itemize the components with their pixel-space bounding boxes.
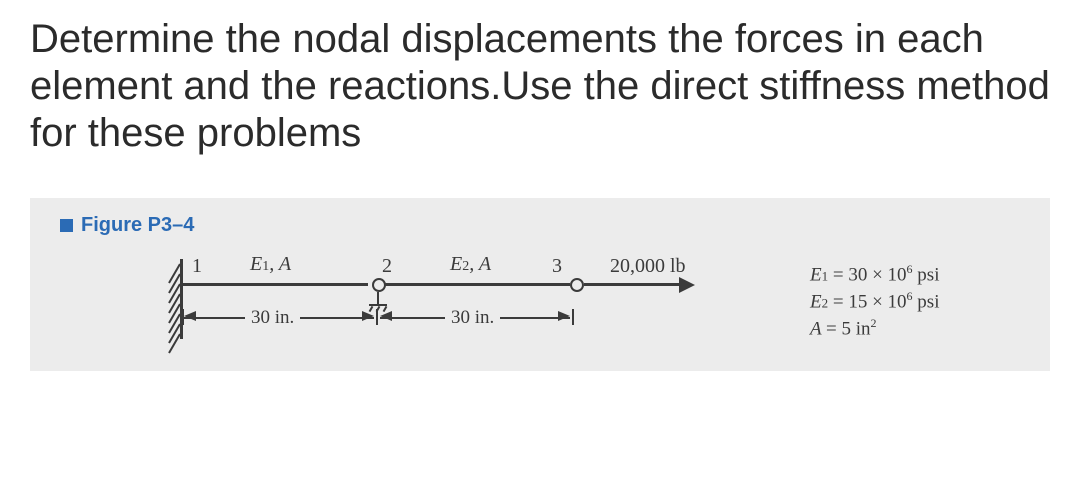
dim-arrow-left-icon [380, 311, 392, 321]
figure-band: Figure P3–4 1 2 [30, 198, 1050, 371]
node-2-label: 2 [382, 255, 392, 278]
material-properties: E1 = 30 × 106 psi E2 = 15 × 106 psi A = … [810, 261, 939, 342]
figure-label: Figure P3–4 [60, 214, 1050, 237]
node-2-icon [372, 278, 386, 292]
figure-label-marker [60, 219, 73, 232]
fixed-support-icon [170, 259, 183, 339]
dim-tick [572, 309, 574, 325]
dim-tick [376, 309, 378, 325]
figure-label-text: Figure P3–4 [81, 214, 194, 237]
element-2-length: 30 in. [445, 307, 500, 329]
element-1-length: 30 in. [245, 307, 300, 329]
load-arrow-shaft [584, 283, 679, 286]
prop-E2: E2 = 15 × 106 psi [810, 288, 939, 315]
dim-arrow-right-icon [558, 311, 570, 321]
element-1-label: E1, A [250, 253, 291, 276]
dim-arrow-right-icon [362, 311, 374, 321]
element-2-label: E2, A [450, 253, 491, 276]
diagram: 1 2 3 E1, A E2, A [170, 259, 1070, 351]
roller-support-icon [369, 292, 387, 310]
prop-E1: E1 = 30 × 106 psi [810, 261, 939, 288]
node-3-icon [570, 278, 584, 292]
load-arrow-head-icon [679, 277, 695, 293]
problem-statement: Determine the nodal displacements the fo… [30, 16, 1050, 158]
element-2-bar [384, 283, 570, 286]
load-value: 20,000 lb [610, 255, 686, 278]
element-1-bar [182, 283, 368, 286]
dim-arrow-left-icon [184, 311, 196, 321]
node-1-label: 1 [192, 255, 202, 278]
prop-A: A = 5 in2 [810, 315, 939, 342]
node-3-label: 3 [552, 255, 562, 278]
